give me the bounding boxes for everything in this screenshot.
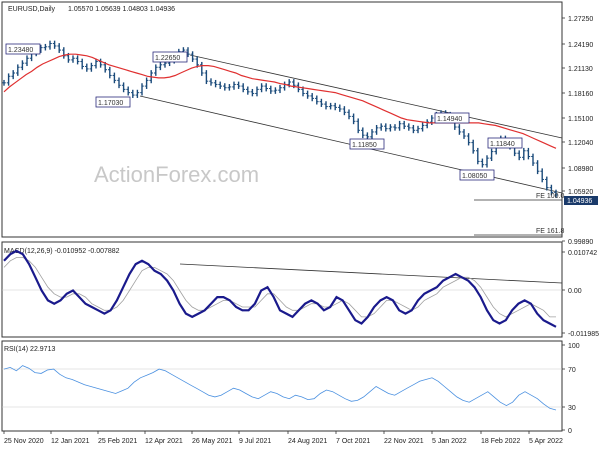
x-tick-label: 25 Nov 2020 xyxy=(4,438,44,445)
price-level-label: 1.11840 xyxy=(490,141,515,148)
fe-100-label: FE 100.0 xyxy=(536,193,565,200)
price-level-label-box xyxy=(349,138,385,150)
x-tick-label: 24 Aug 2021 xyxy=(288,438,327,445)
price-annotations: 1.23480 1.17030 1.22650 1.11850 1.14940 1.118… xyxy=(5,43,565,235)
rsi-title: RSI(14) 22.9713 xyxy=(4,346,55,353)
rsi-y-tick-label: 70 xyxy=(568,367,576,374)
macd-title: MACD(12,26,9) -0.010952 -0.007882 xyxy=(4,248,120,255)
price-y-tick-label: 1.18160 xyxy=(568,91,593,98)
price-level-label: 1.11850 xyxy=(352,142,377,149)
x-axis: 25 Nov 2020 12 Jan 2021 25 Feb 2021 12 Apr … xyxy=(3,431,563,445)
price-level-label-box xyxy=(95,96,131,108)
price-level-label-box xyxy=(459,169,495,181)
watermark-text: ActionForex.com xyxy=(94,162,259,187)
rsi-y-tick-label: 100 xyxy=(568,343,580,350)
x-tick-label: 26 May 2021 xyxy=(192,438,233,445)
x-tick-label: 9 Jul 2021 xyxy=(239,438,271,445)
x-tick-label: 5 Jan 2022 xyxy=(432,438,467,445)
price-y-tick-label: 0.99890 xyxy=(568,239,593,246)
rsi-y-axis: 100 70 30 0 xyxy=(562,343,580,435)
x-tick-label: 25 Feb 2021 xyxy=(98,438,137,445)
price-level-label: 1.08050 xyxy=(462,173,487,180)
price-y-tick-label: 1.24190 xyxy=(568,42,593,49)
price-y-tick-label: 1.08980 xyxy=(568,166,593,173)
current-price-label: 1.04936 xyxy=(567,198,592,205)
x-tick-label: 5 Apr 2022 xyxy=(529,438,563,445)
x-tick-label: 12 Jan 2021 xyxy=(51,438,90,445)
fe-161-label: FE 161.8 xyxy=(536,228,565,235)
price-panel-frame xyxy=(1,1,563,238)
price-level-label: 1.23480 xyxy=(8,47,33,54)
macd-y-tick-label: 0.00 xyxy=(568,288,582,295)
macd-panel-frame xyxy=(1,241,563,338)
rsi-line xyxy=(3,365,557,411)
price-level-label-box xyxy=(434,112,470,124)
price-level-label: 1.17030 xyxy=(98,100,123,107)
rsi-y-tick-label: 30 xyxy=(568,405,576,412)
macd-y-tick-label: 0.010742 xyxy=(568,250,597,257)
channel-top-line xyxy=(189,54,563,139)
macd-y-axis: 0.010742 0.00 -0.011985 xyxy=(562,250,599,338)
price-y-tick-label: 1.15100 xyxy=(568,116,593,123)
macd-trend-line xyxy=(179,263,563,284)
price-level-label-box xyxy=(487,137,523,149)
price-y-tick-label: 1.05920 xyxy=(568,189,593,196)
x-tick-label: 22 Nov 2021 xyxy=(384,438,424,445)
price-y-tick-label: 1.12040 xyxy=(568,140,593,147)
price-y-tick-label: 1.27250 xyxy=(568,16,593,23)
price-y-axis: 1.27250 1.24190 1.21130 1.18160 1.15100 1.120… xyxy=(562,16,598,246)
header-symbol: EURUSD,Daily xyxy=(8,6,56,13)
x-tick-label: 18 Feb 2022 xyxy=(481,438,520,445)
x-tick-label: 7 Oct 2021 xyxy=(336,438,370,445)
macd-line xyxy=(3,249,557,328)
rsi-panel-frame xyxy=(1,340,563,432)
price-level-label: 1.22650 xyxy=(155,55,180,62)
header-ohlc: 1.05570 1.05639 1.04803 1.04936 xyxy=(68,6,175,13)
price-level-label-box xyxy=(152,51,188,63)
x-tick-label: 12 Apr 2021 xyxy=(145,438,183,445)
current-price-box xyxy=(564,196,598,205)
price-y-tick-label: 1.21130 xyxy=(568,66,593,73)
price-level-label: 1.14940 xyxy=(437,116,462,123)
macd-y-tick-label: -0.011985 xyxy=(568,331,599,338)
rsi-y-tick-label: 0 xyxy=(568,428,572,435)
price-level-label-box xyxy=(5,43,41,55)
